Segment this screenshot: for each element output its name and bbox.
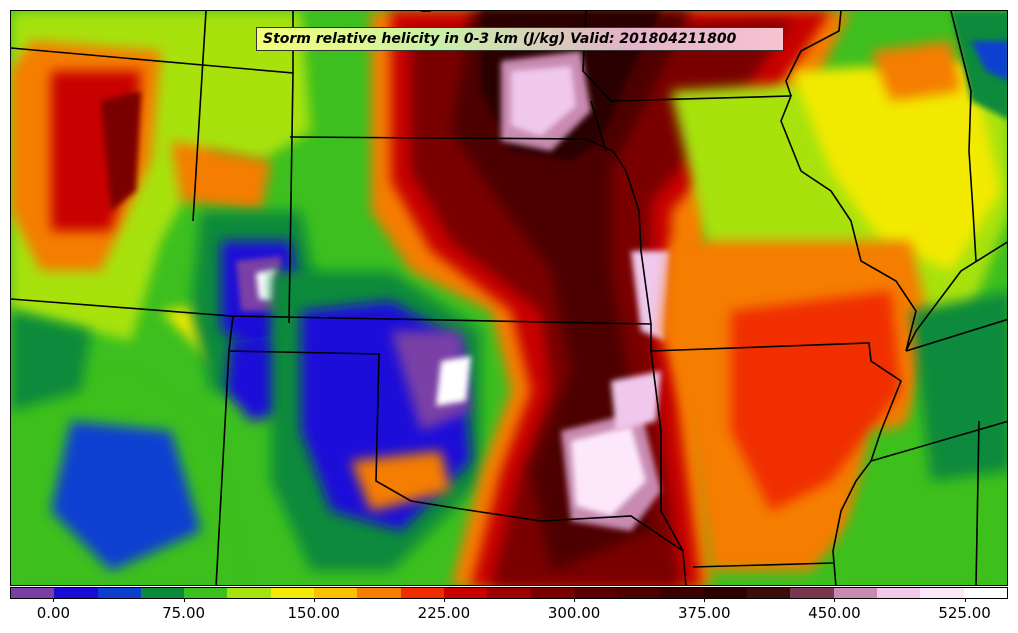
colorbar-tick-mark: [313, 598, 315, 602]
colorbar-segment: [184, 588, 228, 598]
colorbar-segment: [660, 588, 704, 598]
colorbar-segment: [747, 588, 791, 598]
colorbar-tick-label: 150.00: [287, 604, 340, 622]
colorbar-segment: [530, 588, 574, 598]
map-panel: Storm relative helicity in 0-3 km (J/kg)…: [10, 10, 1008, 586]
colorbar-segment: [573, 588, 618, 598]
helicity-map: [11, 11, 1007, 585]
colorbar-segment: [833, 588, 877, 598]
colorbar-tick-label: 525.00: [938, 604, 991, 622]
colorbar-segment: [140, 588, 185, 598]
colorbar-tick-mark: [443, 598, 445, 602]
colorbar-segment: [357, 588, 401, 598]
colorbar-tick-label: 450.00: [808, 604, 861, 622]
state-boundaries: [11, 11, 1007, 585]
colorbar-segment: [227, 588, 271, 598]
colorbar-segment: [54, 588, 98, 598]
colorbar-tick-mark: [183, 598, 185, 602]
colorbar-segment: [617, 588, 661, 598]
colorbar-segment: [703, 588, 748, 598]
colorbar-tick-mark: [834, 598, 836, 602]
colorbar-segment: [270, 588, 315, 598]
colorbar-segment: [443, 588, 488, 598]
colorbar-segment: [11, 588, 55, 598]
colorbar-tick-label: 0.00: [36, 604, 71, 622]
colorbar-tick-label: 375.00: [678, 604, 731, 622]
colorbar-tick-mark: [964, 598, 966, 602]
colorbar-tick-label: 75.00: [162, 604, 206, 622]
colorbar: [10, 587, 1008, 599]
colorbar-tick-mark: [704, 598, 706, 602]
colorbar-segment: [963, 588, 1007, 598]
colorbar-segment: [97, 588, 141, 598]
colorbar-segment: [314, 588, 358, 598]
map-title: Storm relative helicity in 0-3 km (J/kg)…: [256, 27, 784, 51]
colorbar-tick-mark: [574, 598, 576, 602]
colorbar-tick-mark: [53, 598, 55, 602]
colorbar-tick-label: 225.00: [417, 604, 471, 622]
colorbar-segment: [920, 588, 964, 598]
colorbar-tick-label: 300.00: [547, 604, 601, 622]
colorbar-segment: [790, 588, 834, 598]
colorbar-segment: [876, 588, 921, 598]
colorbar-segment: [487, 588, 531, 598]
helicity-field: [11, 11, 1007, 585]
colorbar-ticks: 0.00 75.00 150.00 225.00 300.00 375.00 450.00 5…: [0, 598, 1018, 633]
colorbar-segment: [400, 588, 444, 598]
